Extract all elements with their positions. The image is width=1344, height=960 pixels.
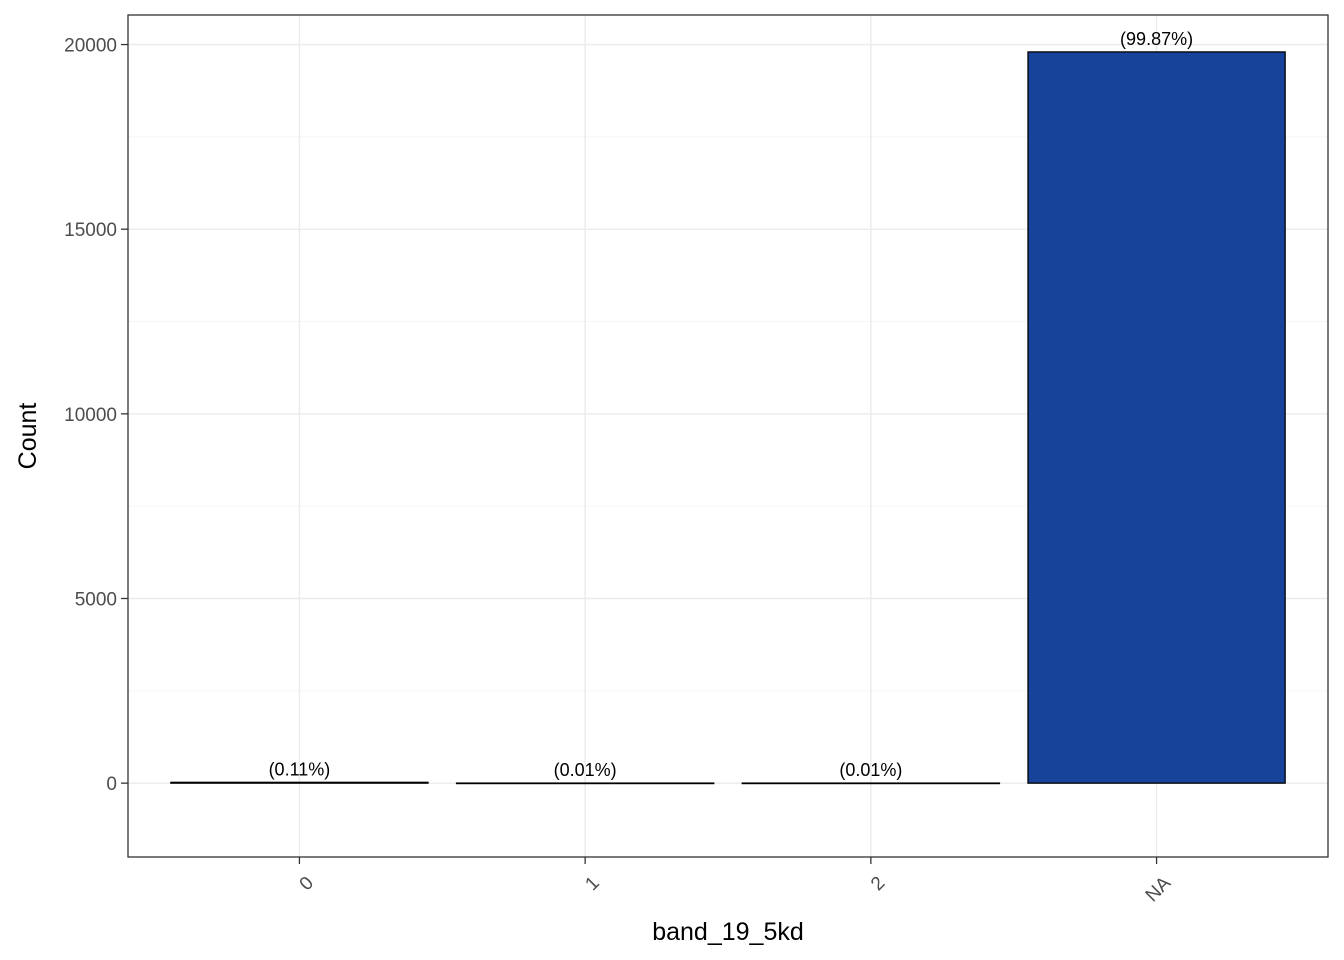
bar-data-label: (0.01%) (554, 760, 617, 780)
x-axis-title: band_19_5kd (652, 918, 804, 946)
panel-border (127, 14, 1329, 858)
bar-na (1027, 51, 1286, 784)
bar-data-label: (99.87%) (1120, 29, 1193, 49)
bar-1 (455, 782, 715, 785)
x-tick-label: 0 (296, 873, 318, 895)
y-axis: 0 5000 10000 15000 20000 (64, 36, 128, 795)
x-axis: 0 1 2 NA (296, 857, 1176, 907)
y-axis-title: Count (14, 403, 42, 470)
bar-0 (170, 781, 429, 784)
bar-data-labels: (0.11%) (0.01%) (0.01%) (99.87%) (269, 29, 1194, 780)
bar-data-label: (0.01%) (839, 760, 902, 780)
bar-2 (741, 782, 1001, 785)
y-tick-label: 20000 (64, 36, 117, 57)
y-tick-label: 0 (106, 774, 117, 795)
x-tick-label: 1 (581, 873, 603, 895)
bars (170, 51, 1286, 785)
bar-data-label: (0.11%) (269, 759, 331, 779)
y-tick-label: 15000 (64, 220, 117, 241)
y-tick-label: 10000 (64, 405, 117, 426)
x-tick-label: 2 (867, 873, 889, 895)
x-tick-label: NA (1142, 873, 1176, 907)
y-tick-label: 5000 (75, 589, 117, 610)
